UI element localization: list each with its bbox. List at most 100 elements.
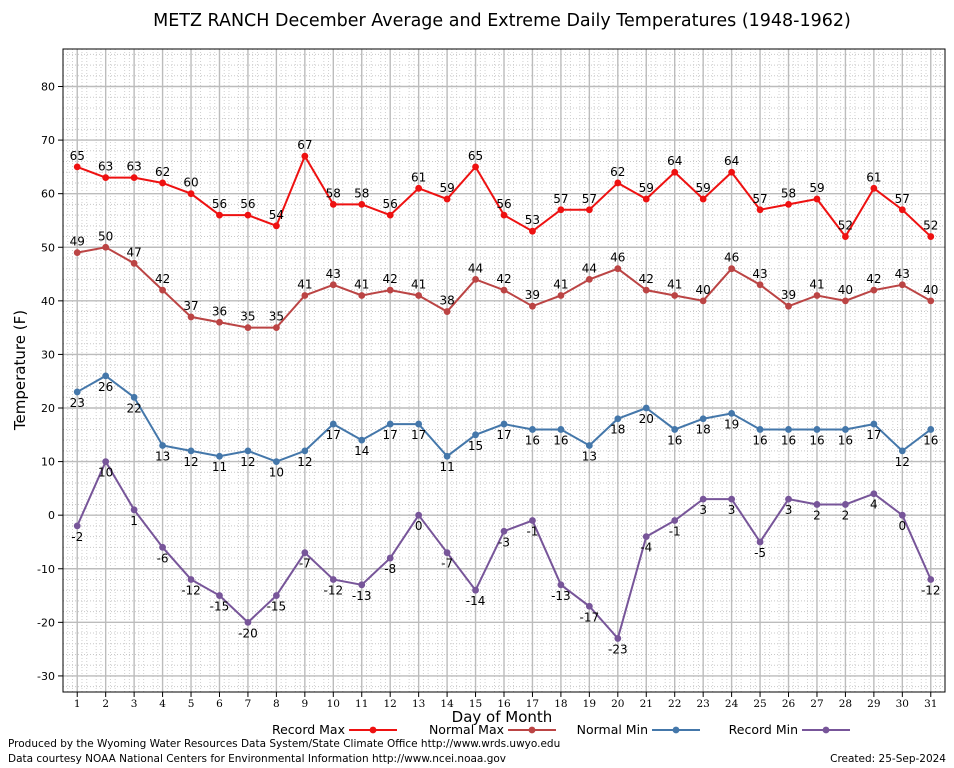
- x-tick-label: 21: [640, 698, 653, 710]
- normal-min-data-label: 17: [383, 428, 398, 442]
- normal-min-point: [642, 404, 650, 412]
- record-max-data-label: 65: [70, 149, 85, 163]
- x-tick-label: 1: [74, 698, 81, 710]
- record-min-point: [756, 538, 764, 546]
- x-tick-label: 31: [924, 698, 937, 710]
- record-min-point: [386, 554, 394, 562]
- normal-max-point: [500, 286, 508, 294]
- normal-min-point: [472, 431, 479, 439]
- x-tick-label: 7: [245, 698, 252, 710]
- normal-max-point: [529, 302, 536, 310]
- x-tick-label: 24: [725, 698, 739, 710]
- record-min-point: [557, 581, 565, 589]
- y-tick-label: 60: [41, 188, 55, 201]
- normal-min-data-label: 20: [639, 412, 654, 426]
- record-max-point: [557, 206, 565, 214]
- record-min-point: [529, 517, 536, 524]
- record-min-point: [216, 592, 223, 599]
- record-min-data-label: 4: [870, 498, 878, 512]
- normal-max-data-label: 39: [525, 288, 540, 302]
- y-tick-label: 20: [41, 402, 55, 415]
- normal-max-point: [898, 281, 906, 289]
- x-axis-label: Day of Month: [452, 708, 553, 726]
- normal-min-data-label: 18: [610, 423, 625, 437]
- record-max-point: [898, 206, 906, 214]
- normal-min-data-label: 22: [126, 401, 141, 415]
- normal-min-data-label: 10: [269, 466, 284, 480]
- normal-max-point: [756, 281, 764, 289]
- normal-min-point: [870, 420, 878, 428]
- record-min-point: [699, 495, 707, 503]
- x-tick-label: 27: [810, 698, 823, 710]
- normal-min-data-label: 11: [212, 460, 227, 474]
- record-max-point: [699, 195, 707, 203]
- normal-max-data-label: 36: [212, 304, 227, 318]
- record-min-data-label: 1: [130, 514, 138, 528]
- record-min-point: [585, 602, 593, 610]
- normal-max-point: [216, 318, 223, 326]
- record-min-point: [244, 618, 252, 626]
- record-max-point: [386, 211, 394, 219]
- normal-max-point: [272, 324, 280, 332]
- record-max-data-label: 64: [667, 154, 682, 168]
- x-tick-label: 3: [131, 698, 138, 710]
- record-min-data-label: -14: [466, 594, 486, 608]
- normal-min-data-label: 16: [553, 433, 568, 447]
- normal-min-data-label: 13: [155, 450, 170, 464]
- normal-min-data-label: 14: [354, 444, 369, 458]
- x-tick-label: 28: [839, 698, 852, 710]
- record-max-data-label: 58: [781, 186, 796, 200]
- record-min-data-label: 10: [98, 466, 113, 480]
- normal-max-point: [244, 324, 252, 332]
- normal-min-data-label: 12: [183, 455, 198, 469]
- normal-max-data-label: 42: [866, 272, 881, 286]
- normal-min-point: [130, 393, 138, 401]
- record-min-point: [415, 511, 423, 519]
- x-tick-label: 8: [273, 698, 280, 710]
- normal-min-data-label: 16: [752, 433, 767, 447]
- grid: [63, 49, 945, 692]
- normal-min-data-label: 16: [838, 433, 853, 447]
- normal-max-data-label: 38: [439, 294, 454, 308]
- record-max-series: 65 63 63 62 60 56 56 54 67 58 58 56 61 59 65 56 53 57 57 62…: [70, 138, 938, 240]
- record-max-data-label: 64: [724, 154, 739, 168]
- y-tick-label: 50: [41, 241, 55, 254]
- normal-min-point: [159, 442, 166, 449]
- normal-min-point: [842, 426, 849, 433]
- normal-min-point: [927, 426, 935, 433]
- record-max-data-label: 56: [496, 197, 511, 211]
- y-tick-label: 0: [48, 509, 55, 522]
- normal-max-point: [728, 265, 736, 273]
- y-tick-label: 70: [41, 134, 55, 147]
- record-min-data-label: 3: [699, 503, 707, 517]
- normal-max-data-label: 35: [269, 310, 284, 324]
- x-tick-label: 15: [469, 698, 482, 710]
- record-max-point: [415, 184, 423, 192]
- normal-min-point: [585, 442, 593, 449]
- record-max-data-label: 63: [98, 160, 113, 174]
- record-min-data-label: -3: [498, 535, 510, 549]
- record-min-data-label: -13: [551, 589, 571, 603]
- record-max-point: [870, 184, 878, 192]
- x-tick-label: 14: [440, 698, 454, 710]
- record-min-point: [614, 635, 622, 642]
- legend-marker-normal-max: [528, 726, 536, 734]
- y-tick-label: 40: [41, 295, 55, 308]
- record-max-point: [216, 211, 223, 219]
- normal-min-data-label: 17: [866, 428, 881, 442]
- normal-max-point: [927, 297, 935, 305]
- record-max-data-label: 57: [553, 192, 568, 206]
- normal-max-data-label: 46: [610, 251, 625, 265]
- record-max-data-label: 56: [240, 197, 255, 211]
- normal-min-data-label: 16: [809, 433, 824, 447]
- legend-marker-record-min: [822, 726, 830, 734]
- record-max-point: [728, 168, 736, 176]
- normal-max-data-label: 41: [809, 277, 824, 291]
- record-min-data-label: -8: [384, 562, 396, 576]
- normal-min-point: [557, 426, 565, 433]
- normal-min-point: [671, 426, 679, 433]
- record-max-point: [358, 200, 366, 208]
- normal-min-data-label: 12: [895, 455, 910, 469]
- normal-max-data-label: 47: [126, 245, 141, 259]
